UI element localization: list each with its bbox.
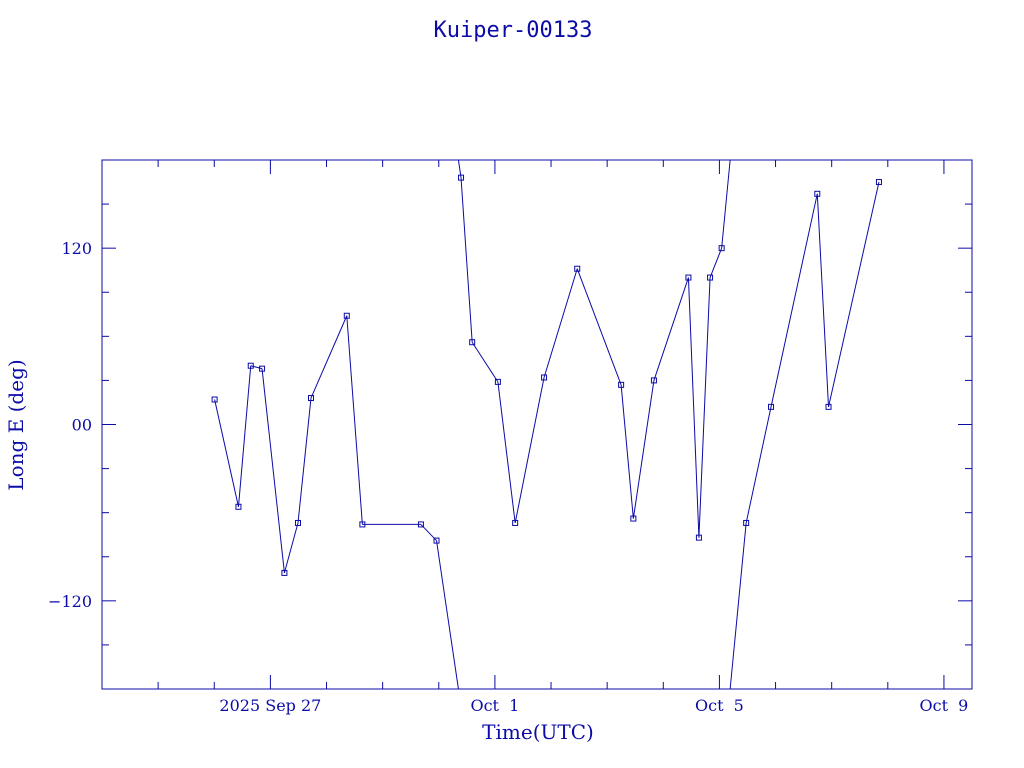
y-axis: 120 00 −120 — [48, 203, 972, 646]
data-point — [235, 503, 242, 510]
series-segment — [237, 365, 252, 507]
series-segment — [543, 268, 578, 378]
y-tick-label: 120 — [61, 239, 92, 258]
data-point — [630, 515, 637, 522]
data-point — [294, 519, 301, 526]
series-segment — [576, 268, 622, 386]
plot-frame — [101, 159, 973, 690]
data-point — [469, 339, 476, 346]
x-tick-label: Oct 9 — [920, 696, 969, 715]
data-point — [768, 403, 775, 410]
data-point — [695, 534, 702, 541]
series-segment — [250, 365, 263, 370]
y-tick-label: −120 — [48, 592, 92, 611]
data-point — [211, 396, 218, 403]
series-segment — [310, 315, 348, 399]
y-axis-label: Long E (deg) — [4, 359, 28, 490]
data-point — [259, 365, 266, 372]
x-axis: 2025 Sep 27 Oct 1 Oct 5 Oct 9 — [157, 160, 969, 715]
data-point — [825, 403, 832, 410]
data-point — [707, 274, 714, 281]
series-segment — [214, 399, 239, 507]
data-point — [618, 381, 625, 388]
series-segment — [283, 522, 299, 574]
series-segment — [514, 377, 545, 524]
series-segment — [698, 277, 711, 538]
chart-title: Kuiper-00133 — [434, 18, 593, 43]
x-tick-label: Oct 5 — [695, 696, 744, 715]
series-segment — [471, 341, 499, 383]
data-point — [281, 569, 288, 576]
data-point — [308, 395, 315, 402]
data-point — [574, 265, 581, 272]
series-segment — [816, 193, 830, 407]
series-segment — [687, 277, 700, 538]
series-segment — [497, 381, 516, 524]
data-point — [650, 377, 657, 384]
series-segment — [261, 368, 285, 573]
data-point — [718, 245, 725, 252]
data-point — [458, 174, 465, 181]
x-axis-label: Time(UTC) — [482, 720, 594, 744]
data-point — [343, 312, 350, 319]
series-segment — [729, 522, 747, 690]
series-segment — [460, 177, 473, 343]
y-tick-label: 00 — [72, 416, 92, 435]
series-segment — [828, 181, 880, 407]
data-point — [541, 374, 548, 381]
data-point — [814, 190, 821, 197]
data-series — [211, 159, 882, 690]
data-point — [417, 521, 424, 528]
series-segment — [632, 380, 655, 519]
data-point — [685, 274, 692, 281]
x-tick-label: 2025 Sep 27 — [219, 696, 321, 715]
series-segment — [745, 406, 772, 524]
series-segment — [620, 384, 634, 519]
series-segment — [436, 540, 459, 690]
series-segment — [346, 315, 363, 525]
data-point — [743, 519, 750, 526]
series-segment — [709, 247, 723, 278]
series-segment — [297, 397, 312, 524]
data-point — [494, 378, 501, 385]
data-point — [359, 521, 366, 528]
x-tick-label: Oct 1 — [470, 696, 519, 715]
data-point — [875, 179, 882, 186]
series-segment — [721, 159, 731, 249]
data-point — [512, 519, 519, 526]
series-segment — [770, 193, 818, 407]
data-point — [247, 362, 254, 369]
data-point — [433, 537, 440, 544]
series-segment — [653, 277, 689, 381]
